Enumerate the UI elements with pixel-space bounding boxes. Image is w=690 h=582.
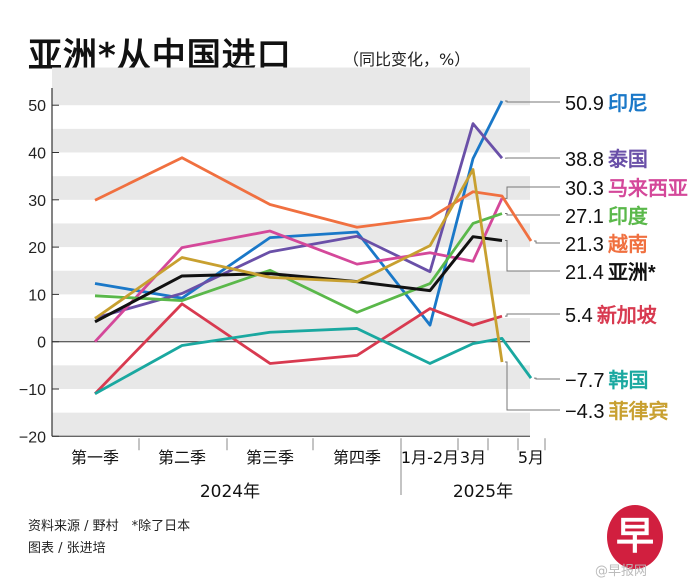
series-end-label: −4.3 菲律宾 xyxy=(565,399,668,423)
series-line-1 xyxy=(94,122,504,320)
grid-band xyxy=(52,365,530,389)
grid-band xyxy=(52,128,530,153)
chart-subtitle: （同比变化，%） xyxy=(343,50,471,69)
series-end-label: 38.8 泰国 xyxy=(565,147,648,171)
y-tick-label: 30 xyxy=(28,193,46,210)
y-tick-label: 0 xyxy=(37,335,46,352)
source-note: 资料来源 / 野村 *除了日本 xyxy=(28,519,191,534)
series-end-label: 50.9 印尼 xyxy=(565,92,648,115)
leader-line xyxy=(505,361,560,411)
x-tick-label: 3月 xyxy=(460,448,486,467)
grid-band xyxy=(52,176,530,200)
grid-band xyxy=(52,318,530,342)
leader-line xyxy=(534,377,560,380)
credit-note: 图表 / 张进培 xyxy=(28,541,106,556)
leader-line xyxy=(505,213,560,216)
y-tick-label: −10 xyxy=(19,382,46,399)
leader-line xyxy=(505,186,560,199)
year-label: 2024年 xyxy=(200,482,260,502)
leader-line xyxy=(505,239,560,272)
x-tick-label: 1月-2月 xyxy=(401,448,459,467)
x-tick-label: 第一季 xyxy=(71,448,119,467)
zaobao-logo: 早 xyxy=(607,505,663,569)
series-line-2 xyxy=(93,197,504,343)
series-end-label: 21.4 亚洲* xyxy=(565,261,656,284)
series-end-label: 21.3 越南 xyxy=(565,232,648,256)
y-tick-label: 50 xyxy=(28,98,46,115)
series-line-8 xyxy=(94,168,504,363)
leader-line xyxy=(505,100,560,103)
series-line-3 xyxy=(94,212,503,314)
series-line-6 xyxy=(93,302,503,395)
series-end-label: 27.1 印度 xyxy=(565,204,649,228)
grid-band xyxy=(52,412,530,437)
watermark: @早报网 xyxy=(595,564,648,579)
x-tick-label: 第四季 xyxy=(333,448,381,467)
series-end-label: −7.7 韩国 xyxy=(565,368,648,392)
x-tick-label: 第三季 xyxy=(246,448,294,467)
leader-line xyxy=(534,240,560,244)
series-line-0 xyxy=(94,100,504,327)
series-end-label: 30.3 马来西亚 xyxy=(565,176,688,200)
y-tick-label: 40 xyxy=(28,146,46,163)
series-line-4 xyxy=(94,156,533,242)
x-tick-label: 5月 xyxy=(518,448,544,467)
y-tick-label: 20 xyxy=(28,240,46,257)
leader-line xyxy=(505,313,560,317)
y-tick-label: −20 xyxy=(19,429,46,446)
y-tick-label: 10 xyxy=(28,287,46,304)
series-end-label: 5.4 新加坡 xyxy=(565,303,658,327)
grid-band xyxy=(52,67,530,106)
year-label: 2025年 xyxy=(453,482,513,502)
x-tick-label: 第二季 xyxy=(158,448,206,467)
